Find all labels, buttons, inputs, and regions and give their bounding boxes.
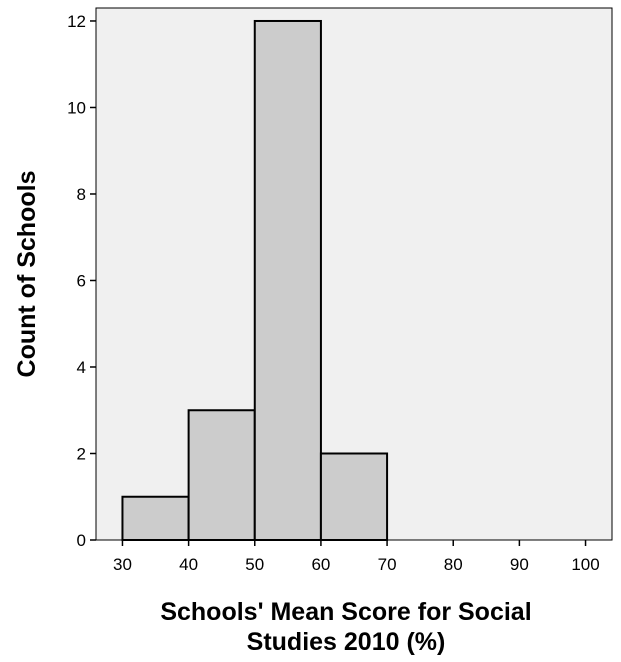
- x-tick-label-40: 40: [179, 555, 198, 574]
- y-axis-title: Count of Schools: [13, 171, 41, 378]
- y-axis-ticks: 0 2 4 6 8 10 12: [67, 12, 96, 550]
- y-tick-label-0: 0: [77, 531, 86, 550]
- x-axis-ticks: 30 40 50 60 70 80 90 100: [113, 540, 600, 574]
- x-axis-title-line-1: Schools' Mean Score for Social: [160, 598, 531, 626]
- y-tick-label-8: 8: [77, 185, 86, 204]
- y-tick-label-12: 12: [67, 12, 86, 31]
- y-tick-label-2: 2: [77, 444, 86, 463]
- y-tick-label-4: 4: [77, 358, 86, 377]
- x-tick-label-80: 80: [444, 555, 463, 574]
- y-tick-label-10: 10: [67, 98, 86, 117]
- plot-area: [95, 7, 613, 541]
- x-tick-label-30: 30: [113, 555, 132, 574]
- x-tick-label-90: 90: [510, 555, 529, 574]
- histogram-bar-40-50: [187, 409, 256, 541]
- x-tick-label-60: 60: [311, 555, 330, 574]
- histogram-bar-50-60: [253, 19, 322, 542]
- histogram-bar-60-70: [319, 452, 389, 542]
- x-tick-label-70: 70: [378, 555, 397, 574]
- x-tick-label-50: 50: [245, 555, 264, 574]
- x-axis-title-line-2: Studies 2010 (%): [247, 628, 446, 656]
- y-tick-label-6: 6: [77, 271, 86, 290]
- histogram-bar-30-40: [121, 495, 190, 541]
- x-tick-label-100: 100: [571, 555, 599, 574]
- bars-group: [121, 19, 389, 542]
